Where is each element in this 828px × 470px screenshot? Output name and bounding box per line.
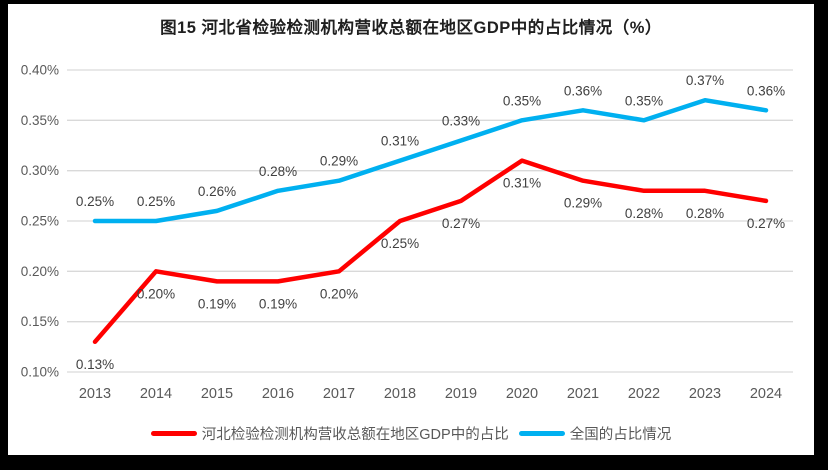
x-axis-tick-label: 2017: [323, 386, 355, 402]
data-label: 0.27%: [747, 216, 785, 231]
x-axis-tick-label: 2013: [79, 386, 111, 402]
data-label: 0.20%: [320, 286, 358, 301]
y-axis-tick-label: 0.15%: [21, 314, 59, 329]
chart-title: 图15 河北省检验检测机构营收总额在地区GDP中的占比情况（%）: [160, 19, 662, 37]
data-label: 0.36%: [564, 83, 602, 98]
data-label: 0.36%: [747, 83, 785, 98]
data-label: 0.28%: [259, 164, 297, 179]
x-axis-tick-label: 2014: [140, 386, 172, 402]
x-axis-tick-label: 2018: [384, 386, 416, 402]
x-axis-tick-label: 2022: [628, 386, 660, 402]
data-label: 0.31%: [503, 176, 541, 191]
y-axis-tick-label: 0.25%: [21, 214, 59, 229]
x-axis-tick-label: 2023: [689, 386, 721, 402]
x-axis-tick-label: 2021: [567, 386, 599, 402]
legend-line-swatch-national: [518, 431, 565, 436]
data-label: 0.35%: [503, 93, 541, 108]
x-axis-tick-label: 2016: [262, 386, 294, 402]
series-line-hebei: [92, 158, 769, 345]
y-axis-tick-label: 0.30%: [21, 163, 59, 178]
series-line-national: [92, 97, 769, 224]
y-axis-tick-label: 0.10%: [21, 365, 59, 380]
legend-label-national: 全国的占比情况: [569, 427, 672, 443]
y-axis-tick-label: 0.35%: [21, 113, 59, 128]
data-label: 0.28%: [686, 206, 724, 221]
legend-line-swatch-hebei: [150, 431, 197, 436]
data-label: 0.29%: [564, 196, 602, 211]
data-label: 0.20%: [137, 286, 175, 301]
data-label: 0.28%: [625, 206, 663, 221]
data-label: 0.31%: [381, 134, 419, 149]
data-label: 0.26%: [198, 184, 236, 199]
data-label: 0.19%: [198, 296, 236, 311]
data-label: 0.25%: [381, 236, 419, 251]
chart-legend: 河北检验检测机构营收总额在地区GDP中的占比 全国的占比情况: [8, 423, 814, 444]
legend-item-national: 全国的占比情况: [518, 423, 672, 444]
y-axis-tick-label: 0.20%: [21, 264, 59, 279]
chart-canvas: 图15 河北省检验检测机构营收总额在地区GDP中的占比情况（%） 0.10% 0.…: [8, 4, 814, 455]
data-label: 0.19%: [259, 296, 297, 311]
data-label: 0.25%: [137, 194, 175, 209]
y-axis-tick-label: 0.40%: [21, 63, 59, 78]
data-label: 0.29%: [320, 154, 358, 169]
data-label: 0.35%: [625, 93, 663, 108]
x-axis-tick-label: 2020: [506, 386, 538, 402]
legend-label-hebei: 河北检验检测机构营收总额在地区GDP中的占比: [201, 427, 509, 443]
x-axis-tick-label: 2024: [750, 386, 782, 402]
x-axis-tick-label: 2015: [201, 386, 233, 402]
data-label: 0.13%: [76, 357, 114, 372]
data-label: 0.37%: [686, 73, 724, 88]
legend-item-hebei: 河北检验检测机构营收总额在地区GDP中的占比: [150, 423, 509, 444]
data-label: 0.33%: [442, 114, 480, 129]
data-label: 0.25%: [76, 194, 114, 209]
data-label: 0.27%: [442, 216, 480, 231]
line-chart: 0.10% 0.15% 0.20% 0.25% 0.30% 0.35% 0.40% 2013 2…: [21, 63, 793, 402]
x-axis-tick-label: 2019: [445, 386, 477, 402]
